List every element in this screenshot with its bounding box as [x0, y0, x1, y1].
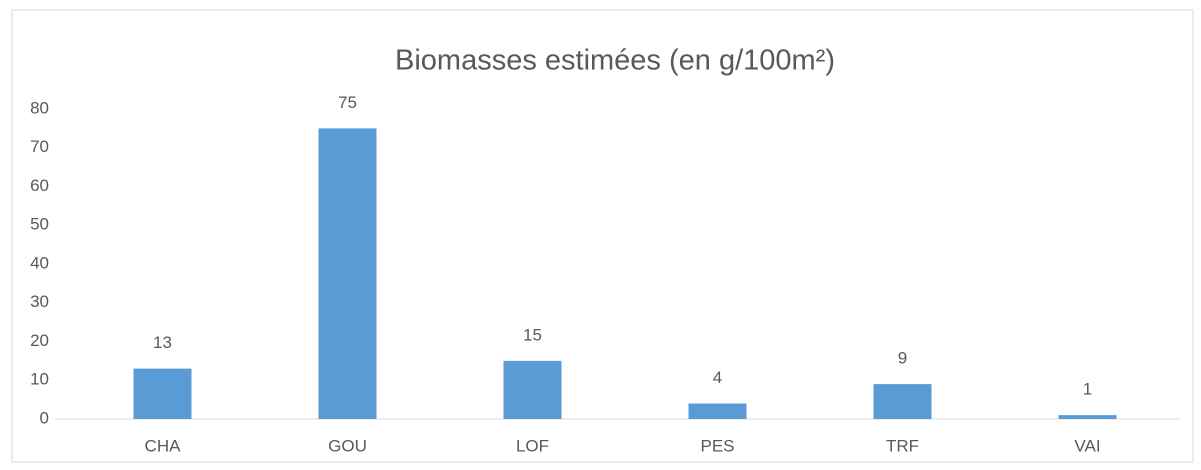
y-tick-label: 40 [30, 253, 49, 272]
y-tick-label: 50 [30, 215, 49, 234]
data-label: 75 [338, 93, 357, 112]
chart-title: Biomasses estimées (en g/100m²) [395, 45, 835, 77]
chart-border [11, 9, 1194, 463]
bar [318, 128, 377, 419]
bar [133, 368, 192, 419]
y-tick-label: 60 [30, 176, 49, 195]
y-tick-label: 10 [30, 370, 49, 389]
data-label: 4 [713, 368, 722, 387]
x-tick-label: TRF [886, 436, 919, 455]
y-tick-label: 0 [40, 408, 49, 427]
data-label: 9 [898, 349, 907, 368]
y-tick-label: 80 [30, 98, 49, 117]
y-tick-label: 20 [30, 331, 49, 350]
x-tick-label: PES [700, 436, 734, 455]
data-label: 13 [153, 333, 172, 352]
x-tick-label: LOF [516, 436, 549, 455]
bar [873, 384, 932, 419]
bar [1058, 415, 1117, 419]
data-label: 15 [523, 325, 542, 344]
bar [503, 360, 562, 419]
x-tick-label: CHA [145, 436, 182, 455]
x-tick-label: GOU [328, 436, 367, 455]
y-tick-label: 70 [30, 137, 49, 156]
bar [688, 403, 747, 419]
data-label: 1 [1083, 380, 1092, 399]
y-tick-label: 30 [30, 292, 49, 311]
x-tick-label: VAI [1074, 436, 1100, 455]
